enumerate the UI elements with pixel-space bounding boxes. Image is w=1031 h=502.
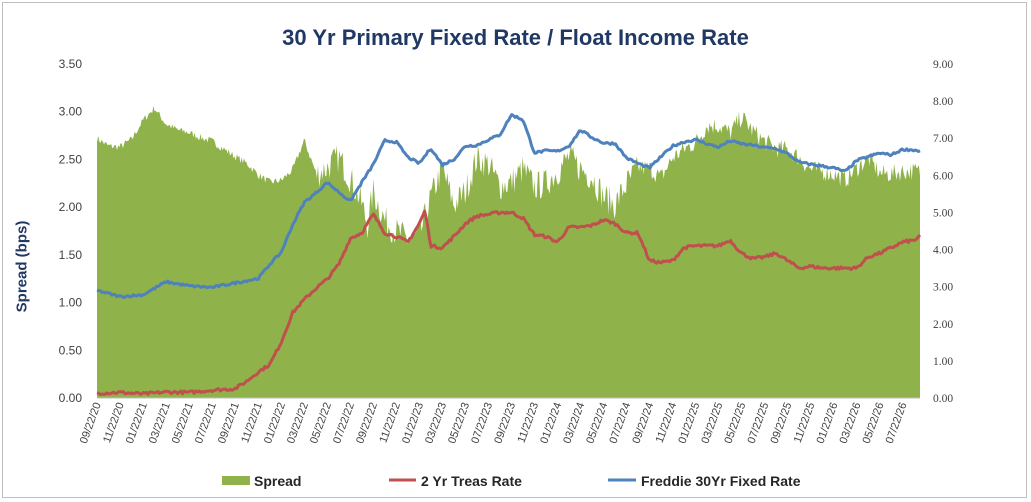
x-tick-label: 11/22/24 [654, 401, 680, 445]
x-tick-label: 05/22/23 [446, 401, 472, 445]
y2-tick-label: 3.00 [933, 282, 953, 294]
x-tick-label: 03/22/24 [561, 401, 587, 445]
legend-label-spread: Spread [254, 473, 301, 489]
x-tick-label: 01/22/25 [676, 401, 702, 445]
x-tick-label: 05/22/24 [584, 401, 610, 445]
y2-tick-label: 0.00 [933, 393, 953, 405]
y-tick-label: 0.50 [59, 343, 83, 357]
y2-tick-label: 1.00 [933, 356, 953, 368]
y-tick-label: 3.50 [59, 57, 83, 71]
y2-tick-label: 9.00 [933, 59, 953, 71]
legend: Spread 2 Yr Treas Rate Freddie 30Yr Fixe… [222, 473, 801, 489]
x-tick-label: 11/22/23 [516, 401, 542, 445]
x-tick-label: 01/22/22 [262, 401, 288, 445]
y2-tick-label: 6.00 [933, 170, 953, 182]
plot-area [96, 105, 922, 399]
x-tick-label: 09/22/25 [769, 401, 795, 445]
x-tick-label: 05/22/21 [170, 401, 196, 445]
spread-area [97, 105, 920, 399]
chart-title: 30 Yr Primary Fixed Rate / Float Income … [282, 25, 749, 50]
y2-tick-label: 8.00 [933, 96, 953, 108]
x-tick-label: 09/22/20 [78, 401, 104, 445]
legend-label-2yr-treas: 2 Yr Treas Rate [421, 473, 522, 489]
freddie-30yr-line [96, 113, 921, 299]
x-tick-label: 01/22/23 [400, 401, 426, 445]
x-tick-label: 03/22/26 [838, 401, 864, 445]
y2-tick-label: 7.00 [933, 133, 953, 145]
x-tick-label: 11/22/20 [101, 401, 127, 445]
y-tick-label: 1.00 [59, 296, 83, 310]
x-tick-label: 07/22/26 [884, 401, 910, 445]
x-tick-label: 07/22/21 [193, 401, 219, 445]
y-tick-label: 2.50 [59, 152, 83, 166]
x-tick-label: 03/22/25 [699, 401, 725, 445]
x-tick-label: 09/22/23 [492, 401, 518, 445]
x-tick-label: 05/22/26 [861, 401, 887, 445]
x-tick-label: 03/22/21 [147, 401, 173, 445]
x-tick-label: 01/22/26 [815, 401, 841, 445]
x-tick-label: 01/22/21 [124, 401, 150, 445]
x-tick-label: 05/22/22 [308, 401, 334, 445]
x-tick-label: 07/22/23 [469, 401, 495, 445]
x-tick-label: 07/22/25 [746, 401, 772, 445]
x-tick-label: 03/22/22 [285, 401, 311, 445]
y2-tick-label: 4.00 [933, 245, 953, 257]
legend-swatch-spread [222, 476, 250, 485]
x-tick-label: 03/22/23 [423, 401, 449, 445]
x-tick-label: 09/22/22 [354, 401, 380, 445]
x-tick-label: 11/22/21 [239, 401, 265, 445]
y-tick-label: 2.00 [59, 200, 83, 214]
y-tick-label: 0.00 [59, 391, 83, 405]
x-tick-label: 11/22/25 [792, 401, 818, 445]
x-tick-label: 07/22/22 [331, 401, 357, 445]
x-tick-label: 07/22/24 [607, 401, 633, 445]
x-tick-label: 11/22/22 [377, 401, 403, 445]
legend-label-freddie-30yr: Freddie 30Yr Fixed Rate [641, 473, 801, 489]
treas-2yr-line [96, 209, 922, 397]
y2-tick-label: 2.00 [933, 319, 953, 331]
x-tick-label: 05/22/25 [722, 401, 748, 445]
x-tick-label: 01/22/24 [538, 401, 564, 445]
y-tick-label: 3.00 [59, 105, 83, 119]
y-tick-label: 1.50 [59, 248, 83, 262]
x-tick-label: 09/22/21 [216, 401, 242, 445]
x-tick-label: 09/22/24 [630, 401, 656, 445]
y2-tick-label: 5.00 [933, 207, 953, 219]
